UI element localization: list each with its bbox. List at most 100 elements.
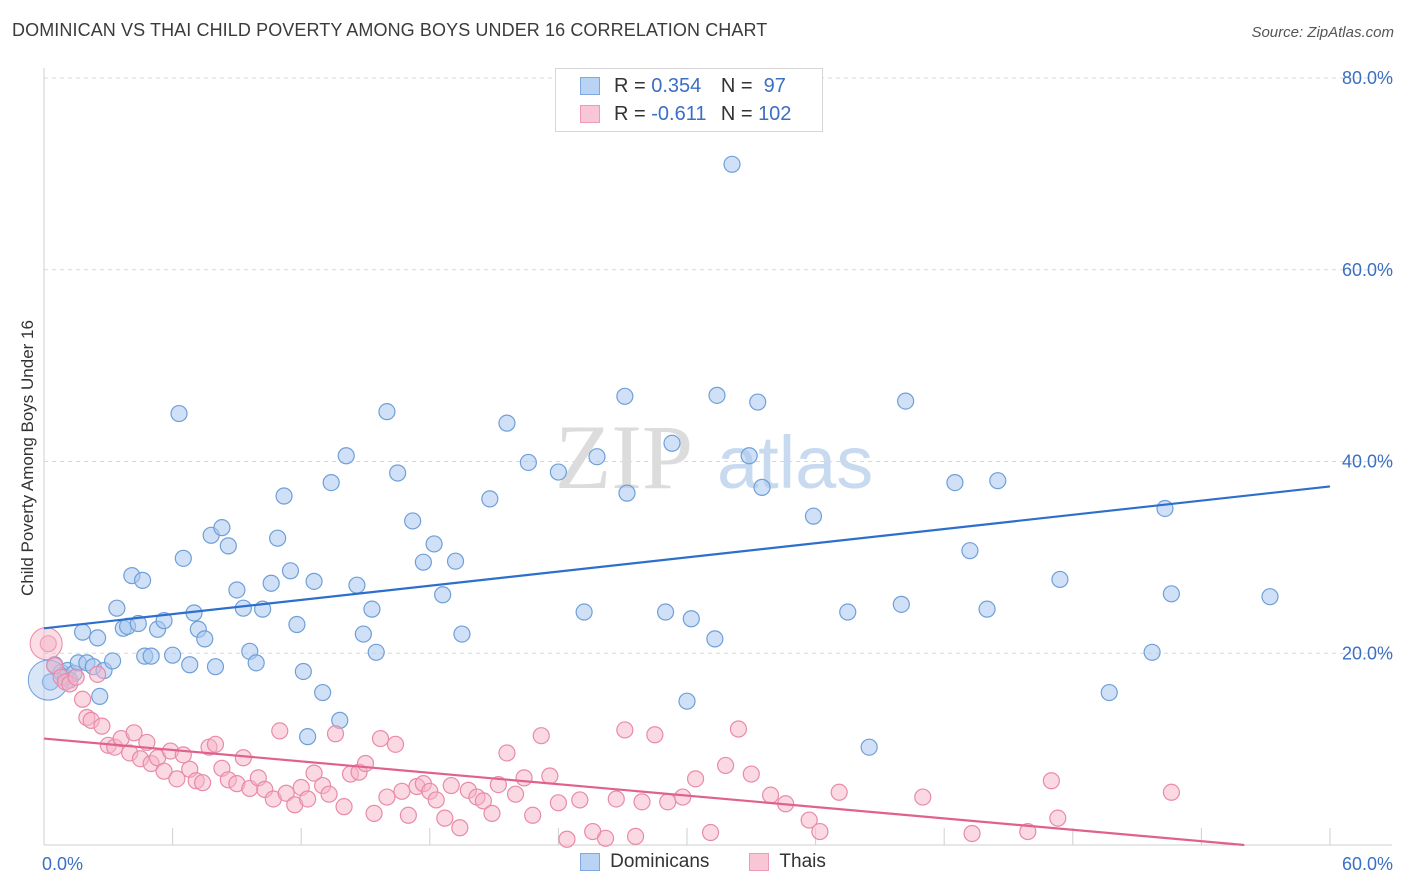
thai-point: [616, 721, 634, 739]
y-tick-label: 40.0%: [1342, 452, 1393, 472]
thais-points: [29, 627, 1180, 848]
x-tick-label: 60.0%: [1342, 854, 1393, 874]
dominicans-points: [27, 155, 1279, 756]
thai-point: [442, 776, 460, 795]
thai-point: [800, 811, 818, 829]
series-legend: Dominicans Thais: [0, 851, 1406, 873]
dominican-point: [247, 654, 265, 672]
thai-point: [633, 793, 651, 811]
dominican-point: [519, 453, 537, 472]
r-label: R =: [614, 102, 646, 125]
dominican-point: [892, 595, 910, 613]
dominican-point: [1051, 570, 1069, 589]
thai-point: [729, 720, 748, 738]
dominican-point: [389, 464, 407, 482]
dominican-point: [275, 487, 293, 505]
dominican-point: [103, 652, 122, 670]
thai-point: [305, 764, 323, 782]
thai-point: [393, 782, 411, 800]
axes: [43, 68, 1392, 846]
thai-point: [659, 793, 677, 811]
thai-point: [155, 762, 173, 780]
dominican-point: [678, 692, 696, 710]
dominican-point: [91, 687, 109, 705]
dominican-point: [299, 728, 317, 746]
dominican-point: [446, 552, 465, 570]
dominican-point: [682, 610, 700, 628]
thai-point: [365, 804, 383, 822]
watermark-atlas: atlas: [717, 421, 873, 504]
thai-point-large: [29, 627, 63, 661]
dominican-point: [142, 647, 160, 665]
dominican-point: [133, 571, 152, 589]
dominican-point: [404, 512, 422, 530]
thai-point: [206, 735, 225, 753]
n-label: N =: [720, 74, 753, 97]
thai-point: [524, 806, 542, 824]
dominican-point: [989, 472, 1007, 490]
dominican-point: [897, 392, 915, 410]
dominican-point: [314, 683, 332, 702]
thai-point: [1162, 783, 1180, 801]
tick-labels: 20.0% 40.0% 60.0% 80.0% 0.0% 60.0%: [42, 68, 1393, 874]
dominican-point: [588, 448, 606, 466]
thai-point: [506, 785, 525, 803]
dominican-point: [164, 646, 182, 664]
thai-point: [67, 668, 85, 686]
thai-point: [541, 767, 559, 785]
thai-point: [811, 822, 829, 841]
thai-point: [299, 790, 317, 808]
thai-point: [674, 788, 692, 806]
dominican-point: [348, 576, 366, 594]
thai-point: [326, 725, 345, 743]
thai-point: [686, 770, 705, 788]
dominican-point: [170, 404, 188, 423]
dominican-point: [1261, 588, 1279, 606]
thai-point: [194, 774, 212, 792]
thai-point: [701, 823, 720, 842]
dominican-point: [234, 599, 252, 617]
thai-point: [742, 765, 760, 783]
n-value: 97: [763, 74, 786, 97]
thai-point: [549, 794, 568, 812]
dominican-point: [206, 658, 225, 676]
dominican-point: [804, 507, 823, 525]
thai-point: [125, 724, 143, 742]
blue-swatch: [580, 853, 601, 871]
dominican-point: [414, 553, 432, 571]
dominican-point: [1143, 643, 1161, 661]
r-label: R =: [614, 74, 646, 97]
thai-point: [1019, 822, 1037, 841]
thai-point: [761, 786, 780, 804]
thai-point: [277, 784, 295, 802]
legend-label-dominicans: Dominicans: [610, 851, 710, 872]
dominican-point: [294, 662, 312, 681]
thai-point: [515, 769, 533, 787]
pink-swatch: [749, 853, 770, 871]
thai-point: [1049, 809, 1067, 827]
dominican-point: [723, 155, 741, 173]
thais-trend-line: [43, 737, 1245, 847]
legend-item-dominicans: Dominicans: [580, 851, 709, 873]
thai-point: [1042, 772, 1060, 790]
dominican-point: [181, 656, 199, 674]
n-value: 102: [758, 102, 792, 125]
thai-point: [498, 744, 516, 762]
dominican-point: [961, 542, 979, 560]
dominican-point: [354, 625, 372, 643]
thai-point: [914, 788, 932, 806]
dominican-point: [281, 562, 300, 580]
thai-point: [320, 785, 338, 803]
r-value: -0.611: [651, 102, 707, 125]
thai-point: [571, 791, 589, 809]
chart-title: DOMINICAN VS THAI CHILD POVERTY AMONG BO…: [12, 20, 768, 40]
dominicans-trend-line: [43, 485, 1331, 630]
legend: R = 0.354 N = 97 R = -0.611 N = 102: [555, 68, 823, 132]
watermark: ZIP atlas: [555, 406, 873, 508]
dominican-point: [618, 484, 636, 502]
dominican-point: [196, 630, 214, 648]
dominican-point: [228, 581, 246, 599]
dominican-point: [498, 414, 516, 432]
thai-point: [427, 791, 445, 809]
thai-point: [399, 806, 417, 824]
